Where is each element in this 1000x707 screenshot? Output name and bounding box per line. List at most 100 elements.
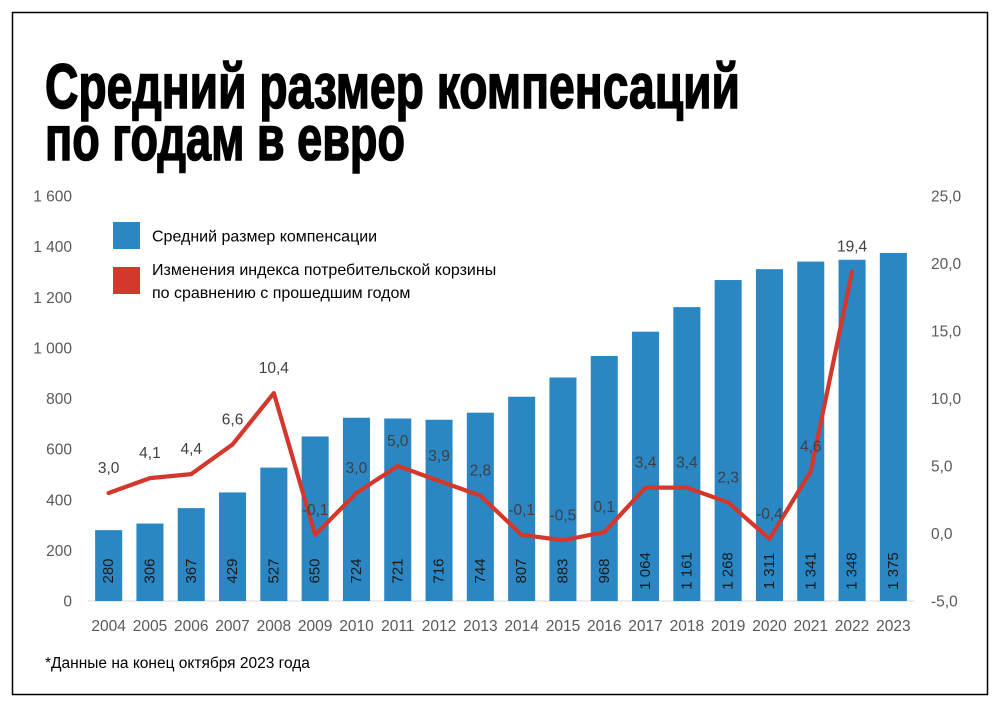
left-axis-tick-label: 800: [46, 391, 72, 408]
bar-2018: [673, 307, 701, 601]
right-axis-tick-label: -5,0: [931, 594, 958, 611]
line-value-label: 3,0: [346, 460, 368, 477]
x-axis-tick-label: 2015: [546, 618, 580, 635]
left-axis-tick-label: 400: [46, 492, 72, 509]
bar-2009: [301, 436, 329, 601]
x-axis-tick-label: 2007: [215, 618, 249, 635]
bar-2019: [714, 280, 742, 601]
bar-value-label: 1 341: [802, 552, 819, 590]
bar-2004: [95, 530, 123, 601]
bar-2007: [219, 492, 247, 601]
x-axis-tick-label: 2023: [876, 618, 910, 635]
right-axis-tick-label: 25,0: [931, 189, 962, 206]
combo-chart: 0 200 400 600 800 1 000 1 200 1 400 1 600 -5,0 0,…: [33, 189, 961, 636]
bar-value-label: 306: [141, 558, 158, 583]
x-axis-tick-label: 2016: [587, 618, 621, 635]
x-axis-tick-label: 2011: [381, 618, 414, 635]
bar-2017: [632, 331, 660, 601]
legend-label: Изменения индекса потребительской корзин…: [152, 262, 496, 279]
line-value-label: 10,4: [259, 360, 290, 377]
bar-value-label: 1 348: [844, 552, 861, 590]
bar-value-label: 429: [224, 558, 241, 583]
line-value-label: 3,4: [635, 455, 657, 472]
line-data-labels: 3,0 4,1 4,4 6,6 10,4 -0,1 3,0 5,0 3,9 2,8 -0,1 -0,5…: [98, 239, 868, 525]
bar-data-labels: 280 306 367 429 527 650 724 721 716 744 807 883 968 1…: [100, 552, 902, 590]
bar-2016: [590, 355, 618, 601]
left-axis-tick-label: 1 000: [33, 340, 72, 357]
legend: Средний размер компенсации Изменения инде…: [113, 222, 496, 302]
left-axis-tick-label: 1 600: [33, 189, 72, 206]
right-axis-tick-label: 10,0: [931, 391, 962, 408]
x-axis-tick-label: 2010: [339, 618, 374, 635]
title-line-1: Средний размер компенсаций: [45, 52, 740, 122]
bar-series: [95, 252, 907, 601]
line-value-label: 2,8: [470, 463, 492, 480]
line-value-label: 2,3: [717, 469, 739, 486]
line-value-label: 4,4: [180, 441, 202, 458]
bar-value-label: 650: [307, 558, 324, 583]
right-axis-tick-label: 15,0: [931, 324, 962, 341]
line-value-label: 3,4: [676, 455, 698, 472]
bar-value-label: 1 311: [761, 553, 778, 589]
bar-value-label: 367: [183, 558, 200, 583]
bar-value-label: 527: [265, 558, 282, 583]
line-value-label: -0,1: [302, 502, 329, 519]
x-axis-tick-label: 2018: [670, 618, 704, 635]
title-line-2: по годам в евро: [45, 104, 405, 174]
legend-label: по сравнению с прошедшим годом: [152, 285, 410, 302]
legend-swatch-bar: [113, 222, 140, 249]
line-value-label: -0,4: [756, 506, 783, 523]
left-axis-tick-label: 1 400: [33, 239, 72, 256]
bar-value-label: 1 375: [885, 552, 902, 590]
bar-value-label: 716: [431, 558, 448, 583]
bar-value-label: 280: [100, 558, 117, 583]
bar-2012: [425, 419, 453, 601]
bar-2006: [177, 508, 205, 601]
line-value-label: 3,0: [98, 460, 120, 477]
bar-value-label: 744: [472, 558, 489, 583]
bar-value-label: 807: [513, 558, 530, 583]
x-axis-tick-label: 2004: [91, 618, 126, 635]
legend-label: Средний размер компенсации: [152, 229, 377, 246]
bar-value-label: 1 161: [678, 552, 695, 590]
bar-2015: [549, 377, 577, 601]
bar-value-label: 1 064: [637, 552, 654, 590]
bar-2020: [755, 269, 783, 601]
line-series: [106, 269, 855, 543]
line-value-label: 3,9: [428, 448, 450, 465]
right-axis-tick-label: 20,0: [931, 256, 962, 273]
x-axis-tick-label: 2005: [133, 618, 167, 635]
bar-value-label: 1 268: [720, 552, 737, 590]
line-value-label: 19,4: [837, 239, 868, 256]
frame-border: [11, 11, 989, 696]
line-value-label: 4,1: [139, 445, 161, 462]
x-axis-tick-label: 2020: [752, 618, 787, 635]
legend-swatch-line: [113, 267, 140, 294]
left-axis: 0 200 400 600 800 1 000 1 200 1 400 1 600: [33, 189, 72, 611]
line-value-label: 0,1: [593, 499, 615, 516]
x-axis-tick-label: 2012: [422, 618, 456, 635]
x-axis-tick-label: 2017: [628, 618, 662, 635]
bar-value-label: 724: [348, 558, 365, 583]
line-value-label: 4,6: [800, 438, 822, 455]
x-axis-tick-label: 2009: [298, 618, 332, 635]
left-axis-tick-label: 1 200: [33, 290, 72, 307]
footnote: *Данные на конец октября 2023 года: [45, 655, 310, 672]
left-axis-tick-label: 0: [63, 594, 72, 611]
right-axis-tick-label: 0,0: [931, 526, 953, 543]
line-value-label: -0,5: [550, 507, 577, 524]
left-axis-tick-label: 600: [46, 442, 72, 459]
bar-2023: [879, 252, 907, 601]
bar-2014: [508, 396, 536, 601]
x-axis-tick-label: 2014: [504, 618, 539, 635]
x-axis-tick-label: 2006: [174, 618, 208, 635]
bar-value-label: 721: [389, 558, 406, 583]
x-axis-tick-label: 2021: [794, 618, 828, 635]
bar-value-label: 968: [596, 558, 613, 583]
right-axis-tick-label: 5,0: [931, 459, 953, 476]
line-value-label: 5,0: [387, 433, 409, 450]
x-axis: 2004 2005 2006 2007 2008 2009 2010 2011 2012 2013…: [91, 618, 910, 635]
left-axis-tick-label: 200: [46, 543, 72, 560]
